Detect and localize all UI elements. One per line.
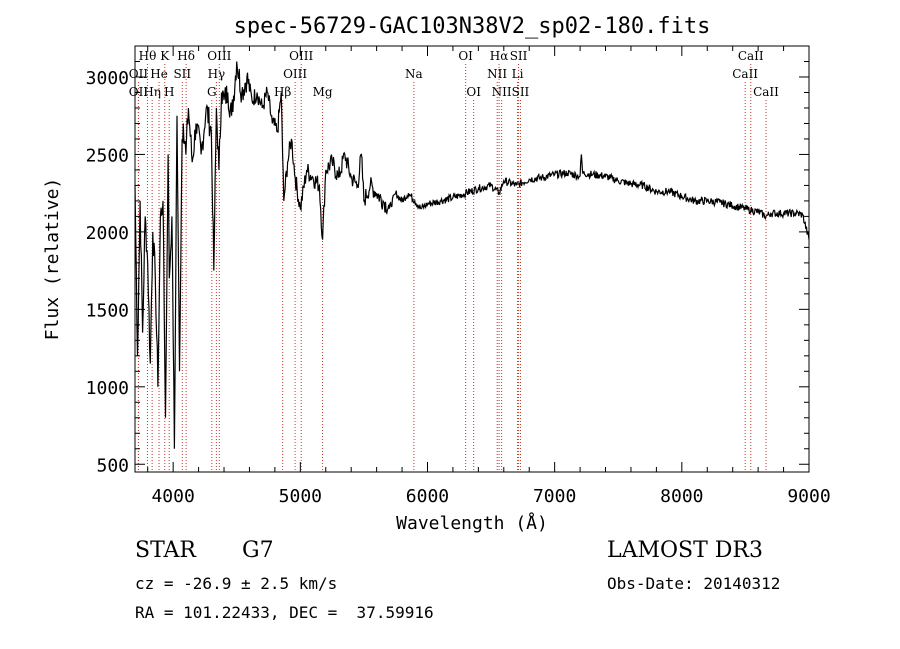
coordinates: RA = 101.22433, DEC = 37.59916 xyxy=(135,603,434,622)
line-label-19: Hα xyxy=(490,49,509,63)
x-tick-label-3: 7000 xyxy=(533,486,576,507)
line-label-8: Hδ xyxy=(177,49,195,63)
line-label-11: G xyxy=(207,85,217,99)
line-label-4: Hη xyxy=(143,85,161,99)
line-label-14: OIII xyxy=(283,67,307,81)
y-tick-label-3: 2000 xyxy=(86,223,129,244)
y-tick-label-2: 1500 xyxy=(86,300,129,321)
line-label-9: OIII xyxy=(207,49,231,63)
object-subclass: G7 xyxy=(242,538,274,563)
x-tick-label-2: 6000 xyxy=(406,486,449,507)
line-label-3: He xyxy=(150,67,168,81)
y-tick-label-1: 1000 xyxy=(86,378,129,399)
line-label-6: SII xyxy=(173,67,191,81)
line-label-23: Li xyxy=(512,67,524,81)
line-label-15: Mg xyxy=(313,85,333,99)
line-label-16: Na xyxy=(405,67,423,81)
x-axis-label: Wavelength (Å) xyxy=(396,512,548,534)
y-axis-label: Flux (relative) xyxy=(42,178,63,341)
line-label-25: CaII xyxy=(738,49,764,63)
x-tick-label-5: 9000 xyxy=(787,486,830,507)
x-tick-label-0: 4000 xyxy=(151,486,194,507)
line-label-27: CaII xyxy=(753,85,779,99)
line-label-26: CaII xyxy=(732,67,758,81)
line-label-18: OI xyxy=(466,85,481,99)
line-label-0: Hθ xyxy=(139,49,157,63)
x-tick-label-4: 8000 xyxy=(660,486,703,507)
axis-ticks-layer: 4000 5000 6000 7000 8000 9000 500 1000 1500 2000 2… xyxy=(86,46,831,507)
observation-date: Obs-Date: 20140312 xyxy=(607,574,781,593)
line-label-12: Hβ xyxy=(274,85,291,99)
line-label-5: K xyxy=(160,49,170,63)
object-class: STAR xyxy=(135,538,196,563)
line-label-13: OIII xyxy=(289,49,313,63)
line-label-7: H xyxy=(164,85,174,99)
line-label-17: OI xyxy=(458,49,473,63)
line-label-22: SII xyxy=(510,49,528,63)
line-label-24: SII xyxy=(512,85,530,99)
line-label-1: OII xyxy=(129,67,149,81)
line-label-21: NII xyxy=(492,85,512,99)
survey-name: LAMOST DR3 xyxy=(607,538,763,563)
chart-title: spec-56729-GAC103N38V2_sp02-180.fits xyxy=(234,14,711,39)
spectrum-series-line xyxy=(134,61,810,449)
line-label-20: NII xyxy=(487,67,507,81)
y-tick-label-5: 3000 xyxy=(86,68,129,89)
x-tick-label-1: 5000 xyxy=(279,486,322,507)
line-label-10: Hγ xyxy=(208,67,226,81)
y-tick-label-4: 2500 xyxy=(86,145,129,166)
y-tick-label-0: 500 xyxy=(96,455,129,476)
plot-frame xyxy=(134,45,810,473)
redshift-velocity: cz = -26.9 ± 2.5 km/s xyxy=(135,574,338,593)
